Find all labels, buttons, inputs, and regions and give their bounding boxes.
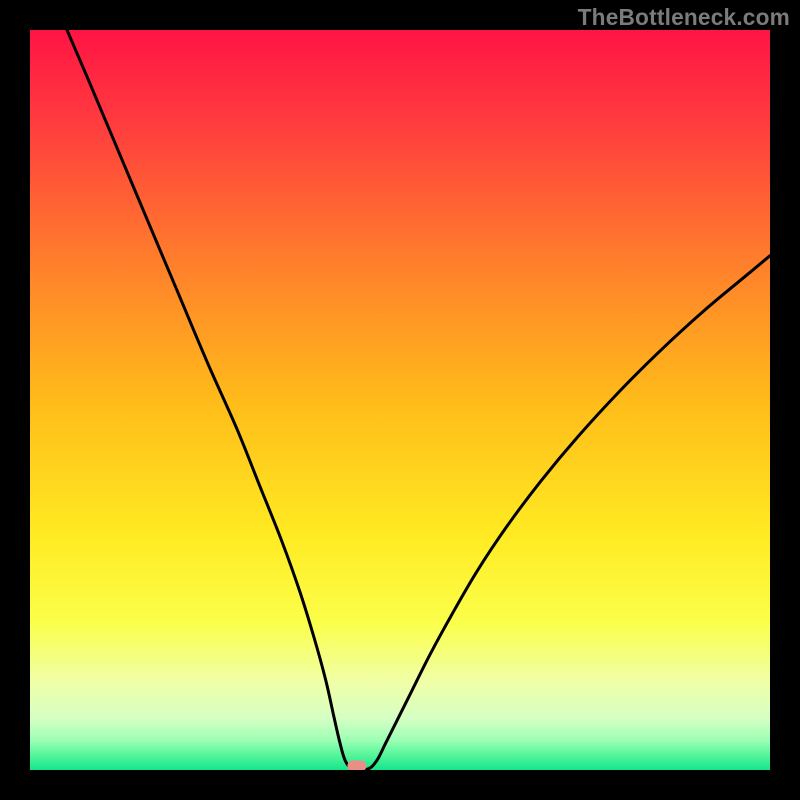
bottleneck-curve [30, 30, 770, 770]
optimum-marker [347, 760, 366, 770]
watermark-text: TheBottleneck.com [578, 4, 790, 31]
plot-area [30, 30, 770, 770]
curve-path [67, 30, 770, 770]
chart-frame: TheBottleneck.com [0, 0, 800, 800]
